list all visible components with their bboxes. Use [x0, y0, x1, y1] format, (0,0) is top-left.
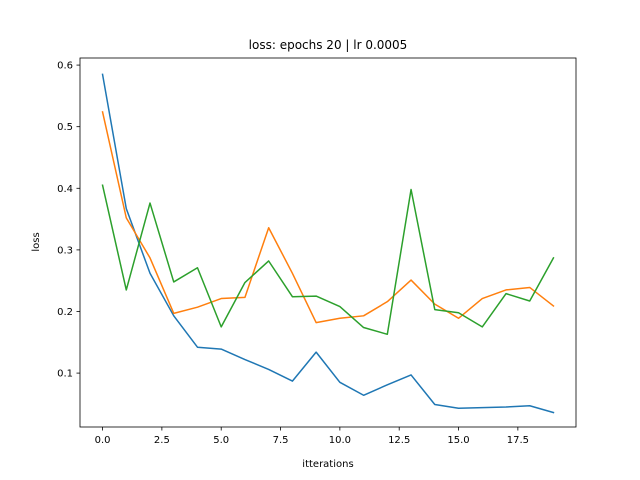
x-tick-label: 10.0 — [329, 435, 351, 446]
y-tick-label: 0.4 — [57, 184, 73, 195]
y-axis-label: loss — [31, 232, 42, 251]
y-tick-label: 0.3 — [57, 245, 73, 256]
x-tick-label: 15.0 — [447, 435, 469, 446]
series-line-2 — [101, 111, 555, 324]
plot-background — [80, 58, 576, 427]
y-tick-label: 0.5 — [57, 122, 73, 133]
x-tick-label: 17.5 — [507, 435, 529, 446]
series-layer — [101, 73, 555, 414]
axes-frame — [79, 57, 577, 428]
axes-layer: 0.0 2.5 5.0 7.5 10.0 12.5 15.0 17.5 0.1 0.2 0.3 0.4… — [57, 57, 577, 446]
y-tick-label: 0.2 — [57, 307, 73, 318]
series-line-3 — [101, 184, 555, 336]
x-tick-label: 0.0 — [95, 435, 111, 446]
y-tick-label: 0.6 — [57, 61, 73, 72]
x-tick-label: 5.0 — [213, 435, 229, 446]
x-axis-label: itterations — [302, 459, 353, 470]
y-tick-label: 0.1 — [57, 369, 73, 380]
series-line-1 — [101, 73, 555, 414]
plot-area — [80, 58, 576, 427]
x-tick-label: 7.5 — [273, 435, 289, 446]
x-tick-label: 12.5 — [388, 435, 410, 446]
x-tick-label: 2.5 — [154, 435, 170, 446]
chart-title: loss: epochs 20 | lr 0.0005 — [249, 38, 408, 52]
